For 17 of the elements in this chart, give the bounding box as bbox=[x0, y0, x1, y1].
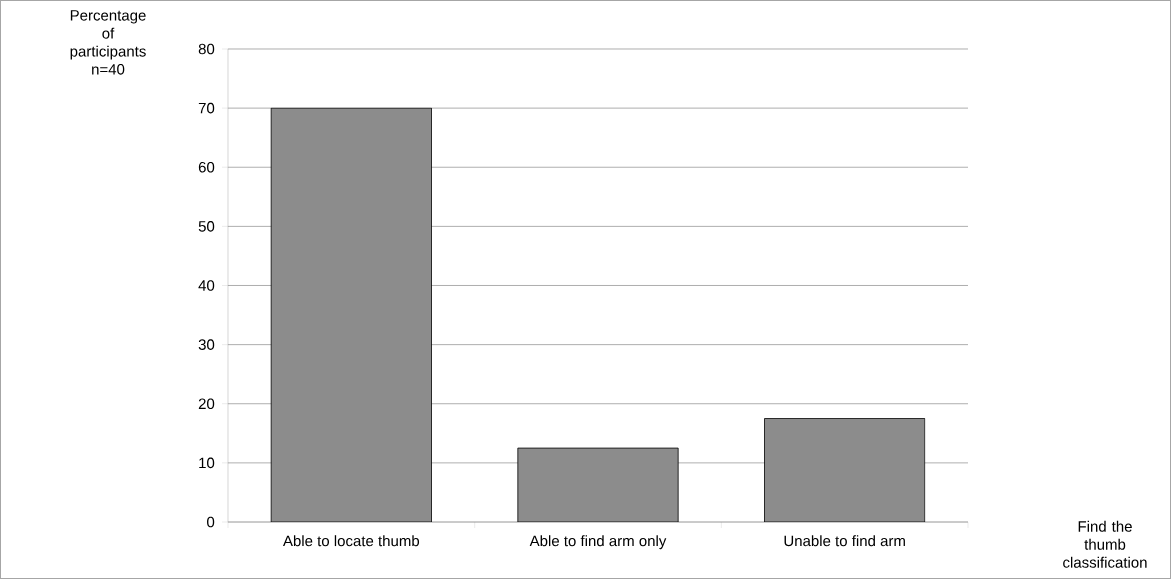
y-tick-label: 0 bbox=[207, 516, 215, 528]
x-tick-label: Unable to find arm bbox=[784, 535, 905, 547]
y-tick-label: 50 bbox=[198, 221, 215, 232]
text: Find the thumb classification bbox=[1063, 520, 1147, 568]
y-tick-label: 60 bbox=[198, 161, 215, 173]
y-tick-label: 10 bbox=[199, 457, 215, 469]
bar bbox=[517, 447, 679, 522]
x-tick-label: Able to locate thumb bbox=[282, 535, 420, 547]
bar bbox=[270, 107, 432, 522]
y-tick-label: 40 bbox=[198, 280, 215, 291]
bar bbox=[764, 418, 926, 522]
y-tick-label: 20 bbox=[198, 398, 215, 410]
y-axis-title: Percentage of participants n=40 bbox=[70, 10, 146, 75]
y-tick-label: 30 bbox=[198, 339, 215, 350]
y-tick-label: 80 bbox=[198, 43, 215, 55]
y-tick-label: 70 bbox=[198, 102, 215, 114]
x-tick-label: Able to find arm only bbox=[529, 535, 667, 550]
